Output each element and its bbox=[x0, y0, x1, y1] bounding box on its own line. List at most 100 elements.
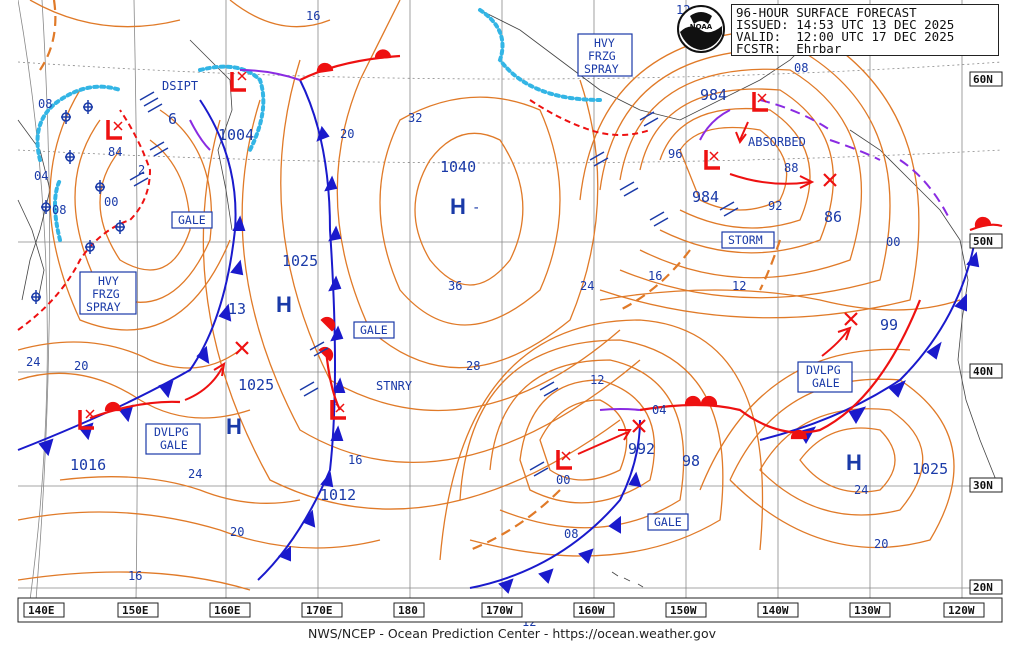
lon-label: 140E bbox=[28, 604, 55, 617]
isobar-label: 20 bbox=[340, 127, 354, 141]
warm-fronts bbox=[89, 49, 1003, 440]
coastlines bbox=[17, 9, 997, 588]
isobar-label: 24 bbox=[26, 355, 40, 369]
isobar-label: 24 bbox=[188, 467, 202, 481]
lon-label: 120W bbox=[948, 604, 975, 617]
footer-credit: NWS/NCEP - Ocean Prediction Center - htt… bbox=[308, 626, 716, 641]
isobar-label: 2 bbox=[138, 163, 145, 177]
pressure-86: 86 bbox=[824, 208, 842, 226]
isobar-label: 08 bbox=[52, 203, 66, 217]
pressure-1025-c: 1025 bbox=[912, 460, 948, 478]
low-symbols bbox=[78, 72, 768, 470]
pressure-98: 98 bbox=[682, 452, 700, 470]
freezing-spray-zones bbox=[17, 99, 651, 331]
dvlpg-gale-label-2-line1: DVLPG bbox=[806, 363, 841, 377]
lat-label: 20N bbox=[973, 581, 993, 594]
pressure-13: 13 bbox=[228, 300, 246, 318]
lat-label: 60N bbox=[973, 73, 993, 86]
lon-label: 150W bbox=[670, 604, 697, 617]
lon-label: 160W bbox=[578, 604, 605, 617]
isobar-label: 12 bbox=[590, 373, 604, 387]
hvy-frzg-spray-label-2-line3: SPRAY bbox=[86, 300, 121, 314]
pressure-984-a: 984 bbox=[700, 86, 727, 104]
forecast-info-box: 96-HOUR SURFACE FORECAST ISSUED: 14:53 U… bbox=[731, 4, 999, 56]
isobar-label: 96 bbox=[668, 147, 682, 161]
hawaii-islands bbox=[611, 571, 644, 588]
hvy-frzg-spray-label-1-line3: SPRAY bbox=[584, 62, 619, 76]
occluded-fronts bbox=[189, 69, 951, 411]
product-title: 96-HOUR SURFACE FORECAST bbox=[736, 5, 917, 20]
high-center-1040: H bbox=[450, 194, 466, 219]
isobar-label: 16 bbox=[348, 453, 362, 467]
isobar-label: 04 bbox=[652, 403, 666, 417]
isobar-label: 24 bbox=[580, 279, 594, 293]
lon-label: 180 bbox=[398, 604, 418, 617]
lat-label: 30N bbox=[973, 479, 993, 492]
isobar-label: 04 bbox=[34, 169, 48, 183]
pressure-1016: 1016 bbox=[70, 456, 106, 474]
isobar-label: 20 bbox=[874, 537, 888, 551]
longitude-axis-bar bbox=[17, 597, 1003, 623]
valid-time: VALID: 12:00 UTC 17 DEC 2025 bbox=[736, 29, 955, 44]
pressure-984-b: 984 bbox=[692, 188, 719, 206]
lon-label: 140W bbox=[762, 604, 789, 617]
storm-tracks bbox=[184, 121, 852, 455]
isobar-label: 28 bbox=[466, 359, 480, 373]
isobar-label: 08 bbox=[564, 527, 578, 541]
hvy-frzg-spray-label-1-line1: HVY bbox=[594, 36, 615, 50]
isobar-label: 84 bbox=[108, 145, 122, 159]
hvy-frzg-spray-label-2-line1: HVY bbox=[98, 274, 119, 288]
issued-time: ISSUED: 14:53 UTC 13 DEC 2025 bbox=[736, 17, 955, 32]
isobar-label: 24 bbox=[854, 483, 868, 497]
gale-label-2: GALE bbox=[360, 323, 388, 337]
dissipating-label: DSIPT bbox=[162, 79, 198, 93]
isobar-label: 20 bbox=[74, 359, 88, 373]
dvlpg-gale-label-2-line2: GALE bbox=[812, 376, 840, 390]
longitude-labels: 140E 150E 160E 170E 180 170W 160W 150W 1… bbox=[23, 602, 985, 618]
kamchatka-coast bbox=[189, 39, 233, 231]
pressure-1040: 1040 bbox=[440, 158, 476, 176]
gale-label-3: GALE bbox=[654, 515, 682, 529]
isobar-label: 12 bbox=[732, 279, 746, 293]
isobar-label: 00 bbox=[556, 473, 570, 487]
isobar-label: 16 bbox=[306, 9, 320, 23]
wind-barbs bbox=[129, 91, 739, 477]
isobar-label: 00 bbox=[886, 235, 900, 249]
isobar-label: 32 bbox=[408, 111, 422, 125]
ice-edges bbox=[35, 8, 602, 242]
bc-coast bbox=[849, 129, 961, 241]
dvlpg-gale-label-1-line2: GALE bbox=[160, 438, 188, 452]
pressure-6: 6 bbox=[168, 110, 177, 128]
pressure-992: 992 bbox=[628, 440, 655, 458]
pressure-1004: 1004 bbox=[218, 126, 254, 144]
dvlpg-gale-label-1-line1: DVLPG bbox=[154, 425, 189, 439]
lon-label: 130W bbox=[854, 604, 881, 617]
noaa-logo-text: NOAA bbox=[690, 23, 713, 31]
isobar-label: 20 bbox=[230, 525, 244, 539]
lon-label: 170E bbox=[306, 604, 333, 617]
isobar-label: 16 bbox=[648, 269, 662, 283]
pressure-1025-b: 1025 bbox=[238, 376, 274, 394]
isobar-label: 16 bbox=[128, 569, 142, 583]
forecaster: FCSTR: Ehrbar bbox=[736, 41, 842, 56]
storm-label: STORM bbox=[728, 233, 763, 247]
high-dash: - bbox=[472, 200, 480, 216]
high-center-1025-b: H bbox=[226, 414, 242, 439]
gale-label-1: GALE bbox=[178, 213, 206, 227]
lon-label: 160E bbox=[214, 604, 241, 617]
forecast-positions bbox=[235, 173, 858, 433]
low-x-marks bbox=[85, 71, 767, 461]
hvy-frzg-spray-label-2-line2: FRZG bbox=[92, 287, 120, 301]
pressure-1012: 1012 bbox=[320, 486, 356, 504]
pressure-1025-a: 1025 bbox=[282, 252, 318, 270]
lat-lon-grid bbox=[18, 0, 1002, 598]
us-west-coast bbox=[957, 239, 997, 481]
isobars bbox=[18, 0, 961, 591]
hvy-frzg-spray-label-1-line2: FRZG bbox=[588, 49, 616, 63]
lon-label: 150E bbox=[122, 604, 149, 617]
japan-coast bbox=[17, 199, 45, 301]
lat-label: 40N bbox=[973, 365, 993, 378]
noaa-logo: NOAA bbox=[677, 5, 725, 53]
isobar-label: 00 bbox=[104, 195, 118, 209]
isobar-label: 08 bbox=[794, 61, 808, 75]
